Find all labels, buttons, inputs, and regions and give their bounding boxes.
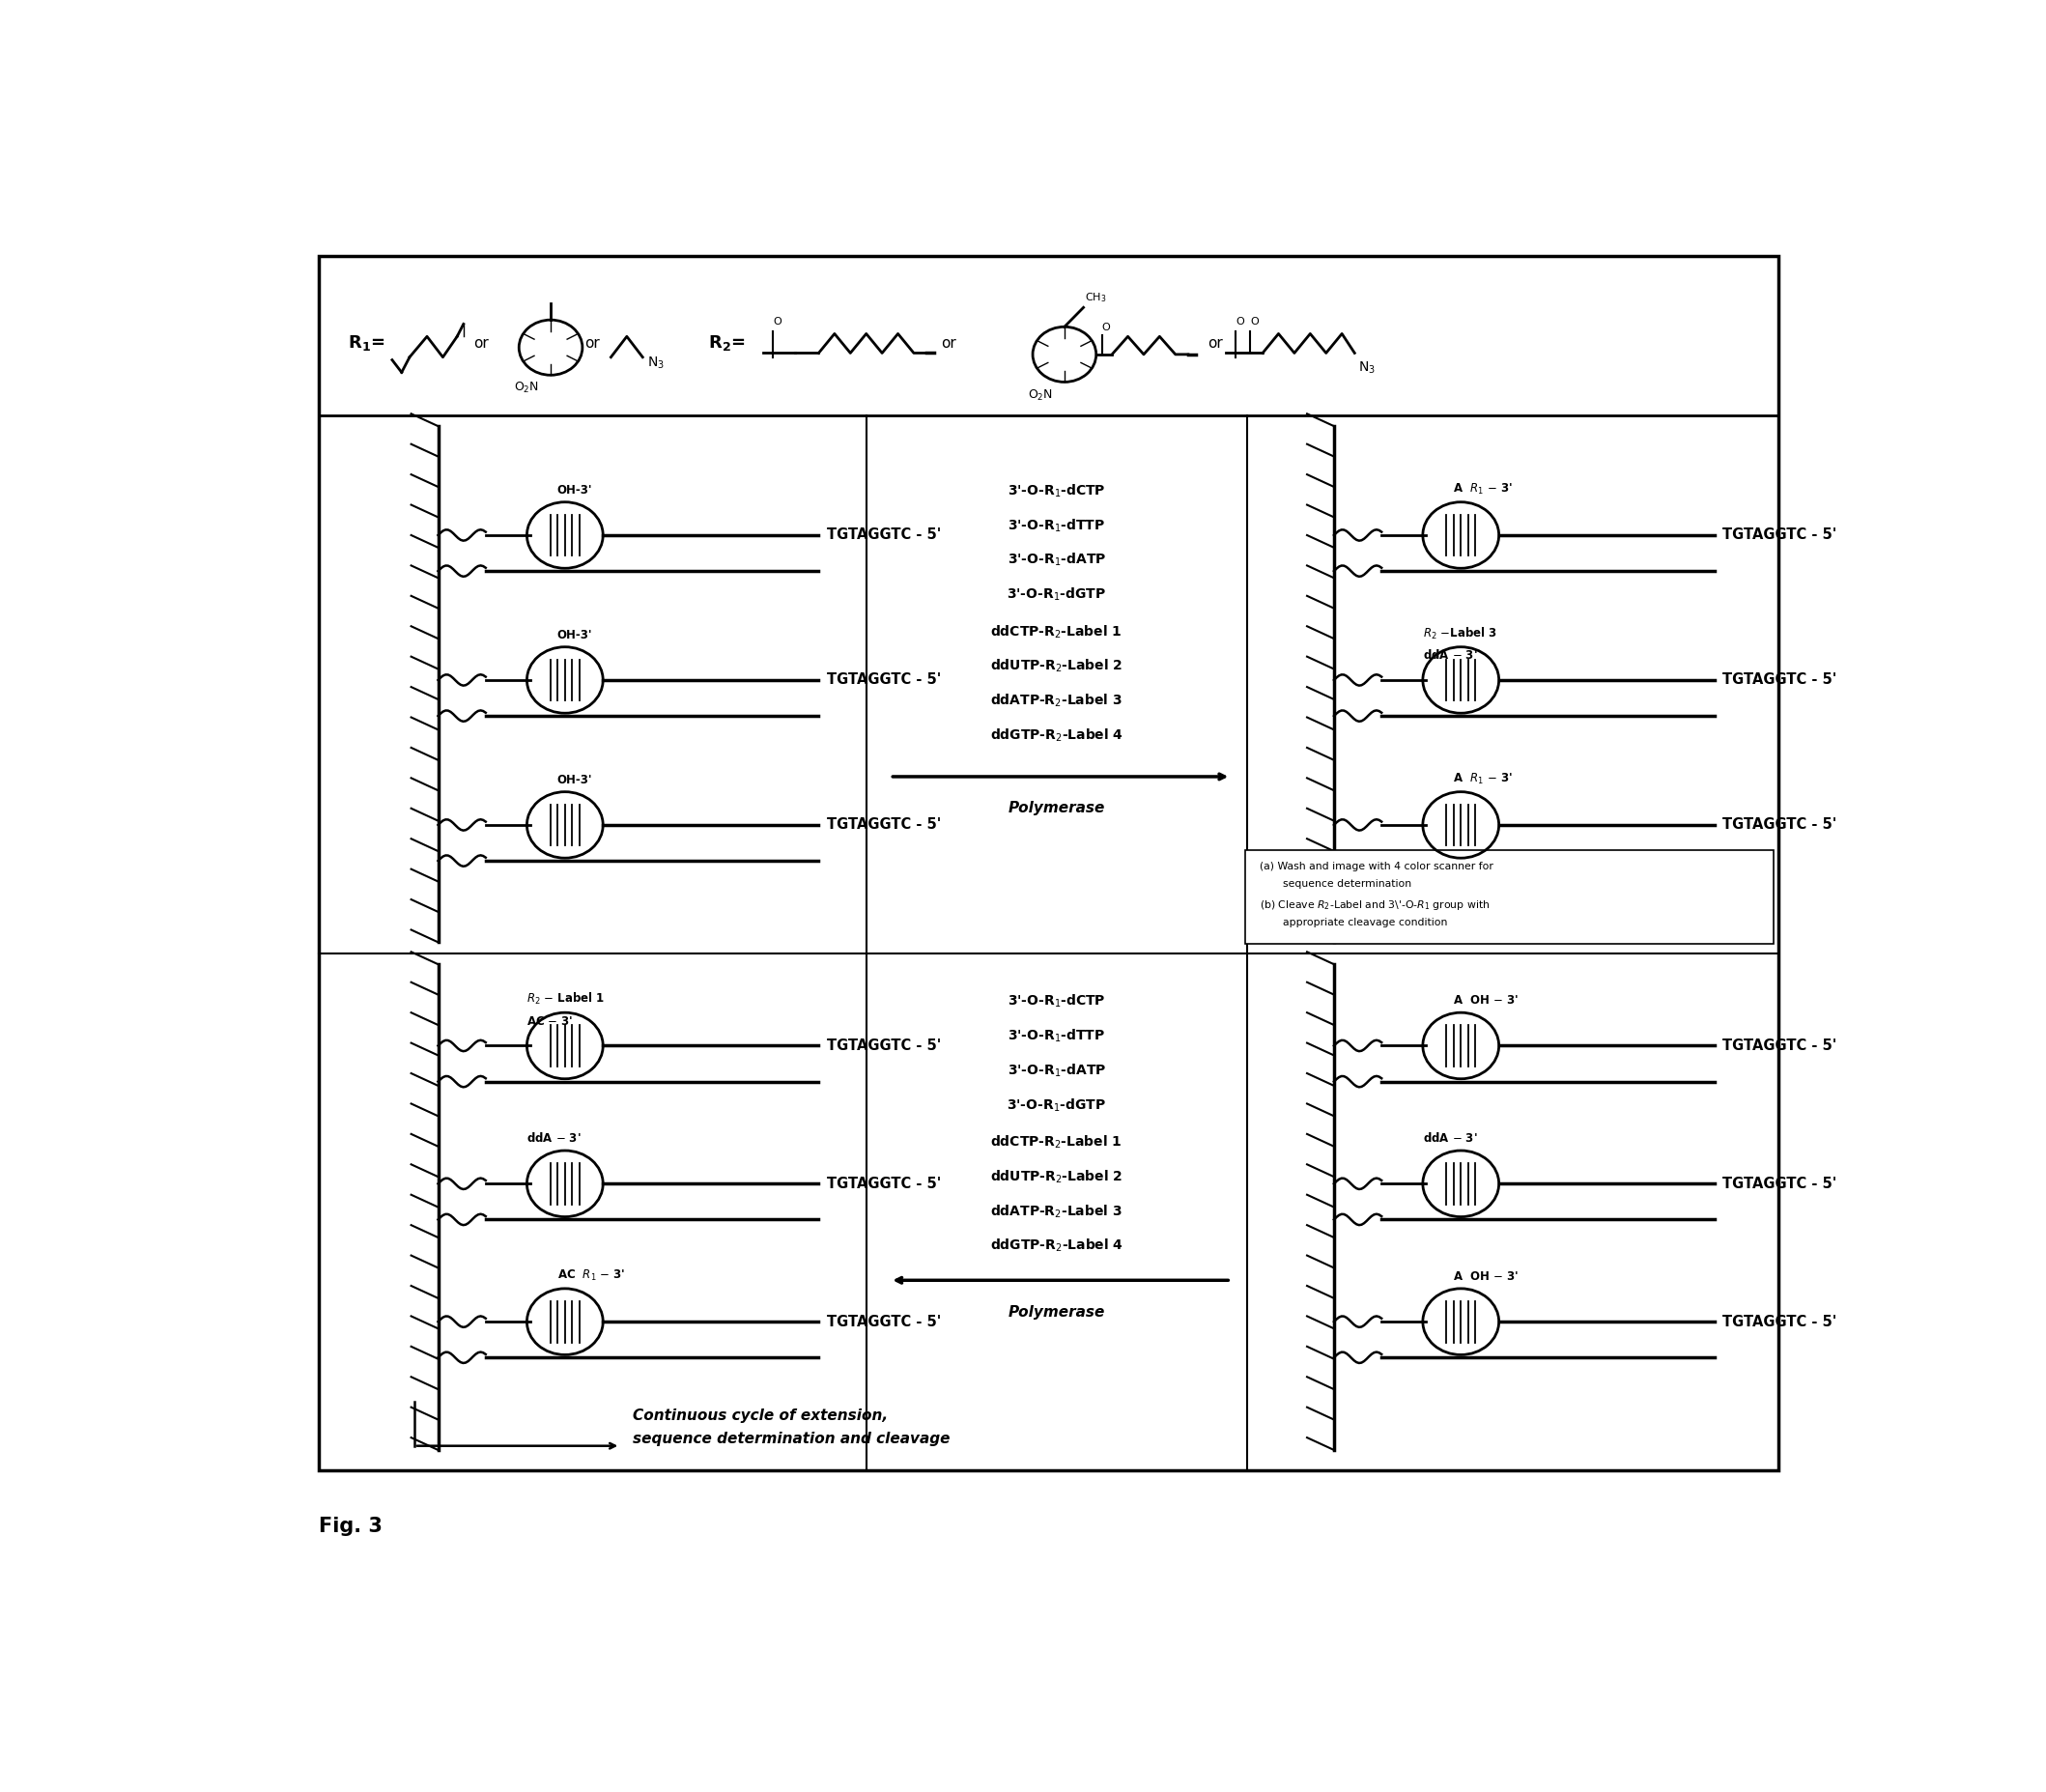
Text: TGTAGGTC - 5': TGTAGGTC - 5' [1723,529,1837,543]
Text: TGTAGGTC - 5': TGTAGGTC - 5' [1723,1038,1837,1054]
Text: $\mathbf{R_1}$=: $\mathbf{R_1}$= [348,333,385,353]
Text: A  OH $-$ 3': A OH $-$ 3' [1453,995,1518,1007]
Text: ddA $-$ 3': ddA $-$ 3' [1422,1131,1477,1145]
FancyBboxPatch shape [1246,849,1774,944]
Text: 3'-O-R$_1$-dCTP: 3'-O-R$_1$-dCTP [1007,993,1105,1011]
Text: ddCTP-R$_2$-Label 1: ddCTP-R$_2$-Label 1 [990,1134,1123,1150]
Text: sequence determination and cleavage: sequence determination and cleavage [632,1432,951,1446]
Text: ddGTP-R$_2$-Label 4: ddGTP-R$_2$-Label 4 [990,1236,1123,1254]
Text: ddA $-$ 3': ddA $-$ 3' [1422,649,1477,661]
Text: O: O [1236,317,1244,326]
Text: O: O [1250,317,1258,326]
Text: 3'-O-R$_1$-dTTP: 3'-O-R$_1$-dTTP [1009,518,1105,534]
Text: TGTAGGTC - 5': TGTAGGTC - 5' [827,672,941,688]
Text: 3'-O-R$_1$-dATP: 3'-O-R$_1$-dATP [1007,552,1105,568]
Text: O: O [773,317,782,326]
Text: O$_2$N: O$_2$N [1027,389,1054,403]
Text: ddATP-R$_2$-Label 3: ddATP-R$_2$-Label 3 [990,692,1123,710]
Text: or: or [1207,337,1224,351]
Text: OH-3': OH-3' [557,629,591,642]
Text: A  OH $-$ 3': A OH $-$ 3' [1453,1271,1518,1283]
Text: 3'-O-R$_1$-dTTP: 3'-O-R$_1$-dTTP [1009,1027,1105,1045]
Text: TGTAGGTC - 5': TGTAGGTC - 5' [827,1038,941,1054]
Text: ddGTP-R$_2$-Label 4: ddGTP-R$_2$-Label 4 [990,728,1123,744]
Text: TGTAGGTC - 5': TGTAGGTC - 5' [827,529,941,543]
Text: TGTAGGTC - 5': TGTAGGTC - 5' [827,1314,941,1330]
Text: appropriate cleavage condition: appropriate cleavage condition [1283,918,1449,928]
Text: AC $-$ 3': AC $-$ 3' [528,1016,573,1029]
Text: ddA $-$ 3': ddA $-$ 3' [528,1131,581,1145]
Text: $R_2$ $-$ Label 1: $R_2$ $-$ Label 1 [528,991,606,1007]
Text: (a) Wash and image with 4 color scanner for: (a) Wash and image with 4 color scanner … [1260,862,1494,871]
Text: $\mathbf{R_2}$=: $\mathbf{R_2}$= [708,333,745,353]
Text: ddUTP-R$_2$-Label 2: ddUTP-R$_2$-Label 2 [990,1168,1123,1185]
Text: or: or [473,337,489,351]
Text: TGTAGGTC - 5': TGTAGGTC - 5' [827,1176,941,1192]
Text: A  $R_1$ $-$ 3': A $R_1$ $-$ 3' [1453,772,1512,787]
Text: N$_3$: N$_3$ [647,355,665,371]
Text: ddCTP-R$_2$-Label 1: ddCTP-R$_2$-Label 1 [990,624,1123,640]
Text: Polymerase: Polymerase [1009,1305,1105,1319]
Text: N$_3$: N$_3$ [1359,360,1375,376]
Text: 3'-O-R$_1$-dGTP: 3'-O-R$_1$-dGTP [1007,1097,1107,1113]
Text: OH-3': OH-3' [557,774,591,787]
Text: Polymerase: Polymerase [1009,801,1105,815]
Text: 3'-O-R$_1$-dCTP: 3'-O-R$_1$-dCTP [1007,482,1105,500]
Text: (b) Cleave $R_2$-Label and 3\'-O-$R_1$ group with: (b) Cleave $R_2$-Label and 3\'-O-$R_1$ g… [1260,898,1489,912]
Text: 3'-O-R$_1$-dGTP: 3'-O-R$_1$-dGTP [1007,586,1107,602]
Text: OH-3': OH-3' [557,484,591,496]
Text: A  $R_1$ $-$ 3': A $R_1$ $-$ 3' [1453,482,1512,496]
Text: Continuous cycle of extension,: Continuous cycle of extension, [632,1409,888,1423]
Text: AC  $R_1$ $-$ 3': AC $R_1$ $-$ 3' [557,1269,624,1283]
Text: Fig. 3: Fig. 3 [319,1516,383,1536]
Text: or: or [941,337,955,351]
Text: O: O [1101,323,1109,332]
Text: or: or [585,337,599,351]
Text: TGTAGGTC - 5': TGTAGGTC - 5' [1723,1314,1837,1330]
Text: TGTAGGTC - 5': TGTAGGTC - 5' [1723,1176,1837,1192]
Text: O$_2$N: O$_2$N [514,380,540,394]
Text: 3'-O-R$_1$-dATP: 3'-O-R$_1$-dATP [1007,1063,1105,1079]
Text: ddUTP-R$_2$-Label 2: ddUTP-R$_2$-Label 2 [990,658,1123,674]
Text: CH$_3$: CH$_3$ [1084,292,1107,305]
Bar [319,256,1778,1471]
Text: TGTAGGTC - 5': TGTAGGTC - 5' [1723,672,1837,688]
Text: $R_2$ $-$Label 3: $R_2$ $-$Label 3 [1422,625,1498,642]
Text: TGTAGGTC - 5': TGTAGGTC - 5' [1723,817,1837,831]
Text: ddATP-R$_2$-Label 3: ddATP-R$_2$-Label 3 [990,1202,1123,1220]
Text: TGTAGGTC - 5': TGTAGGTC - 5' [827,817,941,831]
Text: sequence determination: sequence determination [1283,880,1412,889]
